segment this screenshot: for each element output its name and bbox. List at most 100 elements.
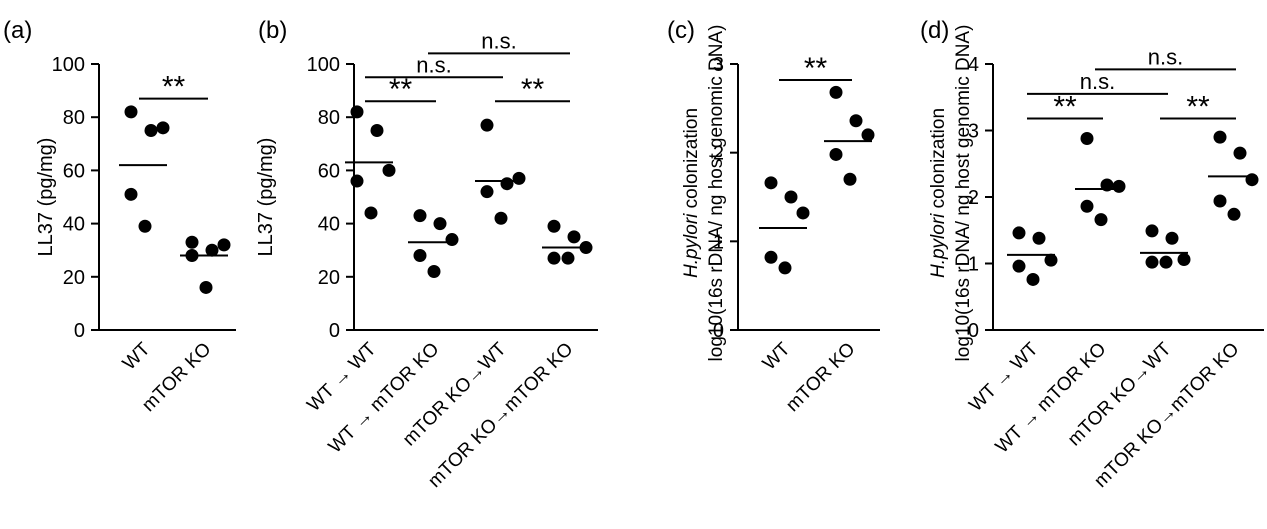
data-point: [138, 219, 152, 233]
data-point: [764, 250, 778, 264]
panel-label: (b): [258, 17, 287, 44]
y-tick-label: 3: [968, 121, 979, 143]
data-point: [1012, 259, 1026, 273]
x-category-label: WT: [119, 338, 155, 374]
significance-label: **: [521, 73, 545, 106]
y-tick-label: 100: [307, 54, 340, 76]
data-point: [1012, 226, 1026, 240]
data-point: [1233, 146, 1247, 160]
y-axis-title-italic: H.pylori: [681, 213, 702, 278]
y-tick-label: 2: [713, 143, 724, 165]
significance-label: **: [162, 71, 186, 104]
significance-label: n.s.: [1080, 69, 1115, 94]
significance-label: **: [389, 73, 413, 106]
data-point: [829, 147, 843, 161]
panel-label: (a): [3, 17, 32, 44]
significance-label: n.s.: [481, 28, 516, 53]
data-point: [547, 219, 561, 233]
data-point: [494, 211, 508, 225]
y-tick-label: 2: [968, 187, 979, 209]
data-point: [1159, 255, 1173, 269]
y-tick-label: 1: [968, 254, 979, 276]
y-tick-label: 3: [713, 54, 724, 76]
data-point: [156, 121, 170, 135]
y-axis-title: LL37 (pg/mg): [35, 138, 57, 257]
data-point: [1032, 231, 1046, 245]
data-point: [205, 243, 219, 257]
data-point: [217, 238, 231, 252]
data-point: [382, 163, 396, 177]
data-point: [1213, 130, 1227, 144]
significance-label: **: [1186, 91, 1210, 124]
y-tick-label: 0: [968, 320, 979, 342]
data-point: [427, 264, 441, 278]
significance-label: n.s.: [416, 52, 451, 77]
data-point: [1145, 255, 1159, 269]
y-axis-title-rest: colonization: [928, 108, 949, 214]
data-point: [480, 118, 494, 132]
data-point: [829, 85, 843, 99]
data-point: [1112, 179, 1126, 193]
data-point: [547, 251, 561, 265]
data-point: [1213, 194, 1227, 208]
y-tick-label: 60: [318, 160, 340, 182]
data-point: [796, 206, 810, 220]
y-tick-label: 40: [318, 214, 340, 236]
data-point: [433, 217, 447, 231]
data-point: [480, 185, 494, 199]
data-point: [849, 114, 863, 128]
y-tick-label: 0: [74, 320, 85, 342]
data-point: [350, 105, 364, 119]
data-point: [561, 251, 575, 265]
y-tick-label: 80: [318, 107, 340, 129]
data-point: [1145, 224, 1159, 238]
data-point: [199, 280, 213, 294]
y-axis-title-line2: log10(16s rDNA/ ng host genomic DNA): [706, 25, 727, 362]
data-point: [843, 172, 857, 186]
data-point: [124, 187, 138, 201]
data-point: [1227, 207, 1241, 221]
x-category-label: WT: [759, 338, 795, 374]
y-tick-label: 60: [63, 160, 85, 182]
data-point: [144, 124, 158, 137]
panel-label: (c): [667, 17, 695, 44]
data-point: [784, 190, 798, 204]
data-point: [861, 128, 875, 142]
significance-label: **: [804, 52, 828, 85]
data-point: [1080, 131, 1094, 145]
data-point: [1044, 253, 1058, 267]
y-tick-label: 0: [713, 320, 724, 342]
y-axis-title: LL37 (pg/mg): [255, 138, 277, 257]
data-point: [778, 261, 792, 275]
y-tick-label: 80: [63, 107, 85, 129]
y-axis-title: H.pylori colonization: [928, 108, 949, 278]
y-tick-label: 4: [968, 54, 979, 76]
data-point: [1165, 231, 1179, 245]
data-point: [413, 209, 427, 223]
data-point: [413, 249, 427, 263]
y-axis-title-rest: colonization: [681, 108, 702, 214]
data-point: [1245, 173, 1259, 187]
y-tick-label: 20: [318, 267, 340, 289]
data-point: [1080, 199, 1094, 213]
data-point: [185, 235, 199, 249]
data-point: [445, 233, 459, 247]
data-point: [500, 177, 514, 191]
panel-label: (d): [920, 17, 949, 44]
y-axis-title-line2: log10(16s rDNA/ ng host genomic DNA): [953, 25, 974, 362]
data-point: [370, 124, 384, 137]
y-tick-label: 100: [52, 54, 85, 76]
data-point: [764, 176, 778, 190]
chart-panel-d: (d) 0 1 2 3 4 H.pylori colonization log10(16s r…: [920, 17, 1264, 492]
data-point: [1026, 272, 1040, 286]
y-tick-label: 40: [63, 214, 85, 236]
y-tick-label: 20: [63, 267, 85, 289]
data-point: [512, 171, 526, 185]
y-axis-title: H.pylori colonization: [681, 108, 702, 278]
y-axis-title-italic: H.pylori: [928, 213, 949, 278]
y-tick-label: 0: [329, 320, 340, 342]
